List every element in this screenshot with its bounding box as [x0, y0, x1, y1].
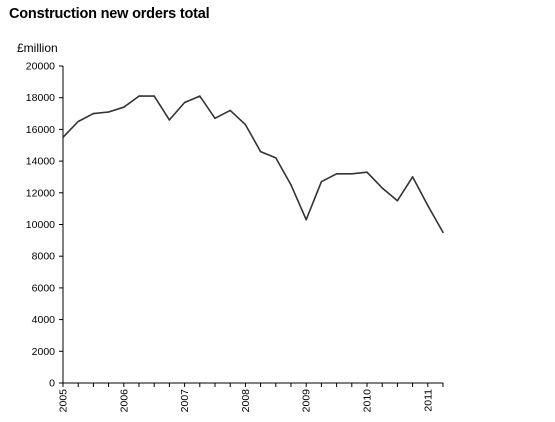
data-point — [244, 123, 247, 126]
data-point — [214, 117, 216, 120]
y-axis-unit-label: £million — [17, 41, 58, 55]
data-series — [62, 95, 444, 234]
data-point — [138, 95, 140, 97]
data-point — [259, 150, 262, 153]
x-tick-label: 2009 — [301, 389, 313, 413]
data-point — [335, 173, 338, 175]
data-point — [427, 204, 429, 207]
data-point — [153, 95, 155, 97]
data-point — [77, 120, 79, 123]
data-point — [290, 184, 292, 186]
y-tick-label: 2000 — [32, 346, 56, 358]
data-point — [411, 176, 414, 178]
y-tick-label: 14000 — [26, 156, 55, 168]
data-point — [183, 101, 186, 104]
data-point — [107, 111, 110, 113]
y-tick-label: 16000 — [26, 124, 55, 136]
data-point — [62, 136, 64, 139]
data-point — [320, 180, 323, 183]
y-tick-label: 0 — [49, 378, 55, 390]
y-tick-label: 12000 — [26, 187, 55, 199]
x-tick-label: 2011 — [422, 389, 434, 412]
data-point — [351, 173, 353, 175]
data-point — [92, 112, 95, 115]
chart-title: Construction new orders total — [9, 6, 210, 22]
data-point — [199, 95, 201, 97]
x-tick-label: 2008 — [240, 389, 252, 413]
x-tick-label: 2010 — [362, 389, 374, 413]
data-point — [381, 187, 384, 189]
axes — [62, 66, 443, 384]
data-point — [229, 109, 231, 112]
data-point — [275, 157, 277, 159]
y-tick-label: 10000 — [26, 219, 55, 231]
x-axis-ticks: 2005 2006 2007 2008 2009 2010 2011 — [58, 383, 444, 412]
y-axis-ticks: 0 2000 4000 6000 8000 10000 12000 14000 16000 180… — [26, 61, 63, 390]
data-point — [396, 199, 399, 202]
y-tick-label: 18000 — [26, 92, 55, 104]
x-tick-label: 2005 — [58, 389, 70, 413]
data-point — [123, 106, 125, 108]
y-tick-label: 20000 — [26, 61, 55, 73]
data-point — [168, 119, 171, 121]
x-tick-label: 2007 — [179, 389, 191, 413]
y-tick-label: 6000 — [32, 282, 56, 294]
x-tick-label: 2006 — [118, 389, 130, 413]
data-point — [442, 231, 444, 234]
series-line — [62, 95, 444, 233]
data-point — [366, 171, 368, 173]
y-tick-label: 4000 — [32, 314, 56, 326]
y-tick-label: 8000 — [32, 251, 56, 263]
data-point — [305, 218, 308, 221]
